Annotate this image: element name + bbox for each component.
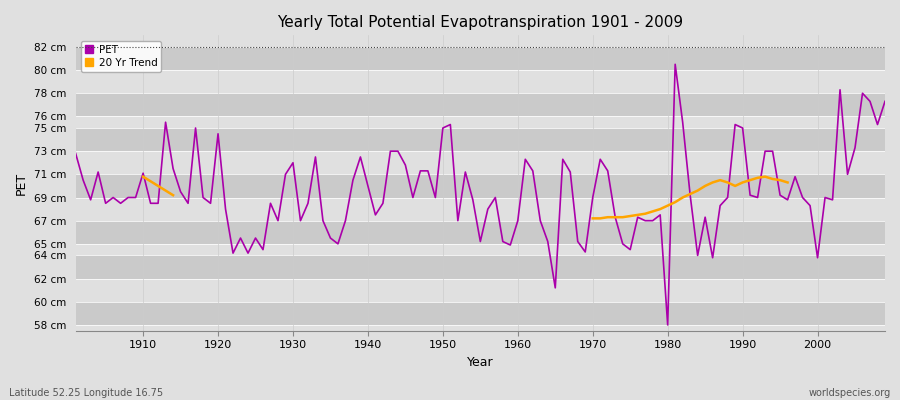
Bar	[76, 93, 885, 116]
Bar	[76, 256, 885, 278]
Bar	[76, 302, 885, 325]
Text: Latitude 52.25 Longitude 16.75: Latitude 52.25 Longitude 16.75	[9, 388, 163, 398]
Bar	[76, 221, 885, 244]
X-axis label: Year: Year	[467, 356, 493, 369]
Bar	[76, 128, 885, 151]
Text: worldspecies.org: worldspecies.org	[809, 388, 891, 398]
Y-axis label: PET: PET	[15, 172, 28, 194]
Bar	[76, 174, 885, 198]
Bar	[76, 47, 885, 70]
Legend: PET, 20 Yr Trend: PET, 20 Yr Trend	[81, 40, 161, 72]
Title: Yearly Total Potential Evapotranspiration 1901 - 2009: Yearly Total Potential Evapotranspiratio…	[277, 15, 683, 30]
